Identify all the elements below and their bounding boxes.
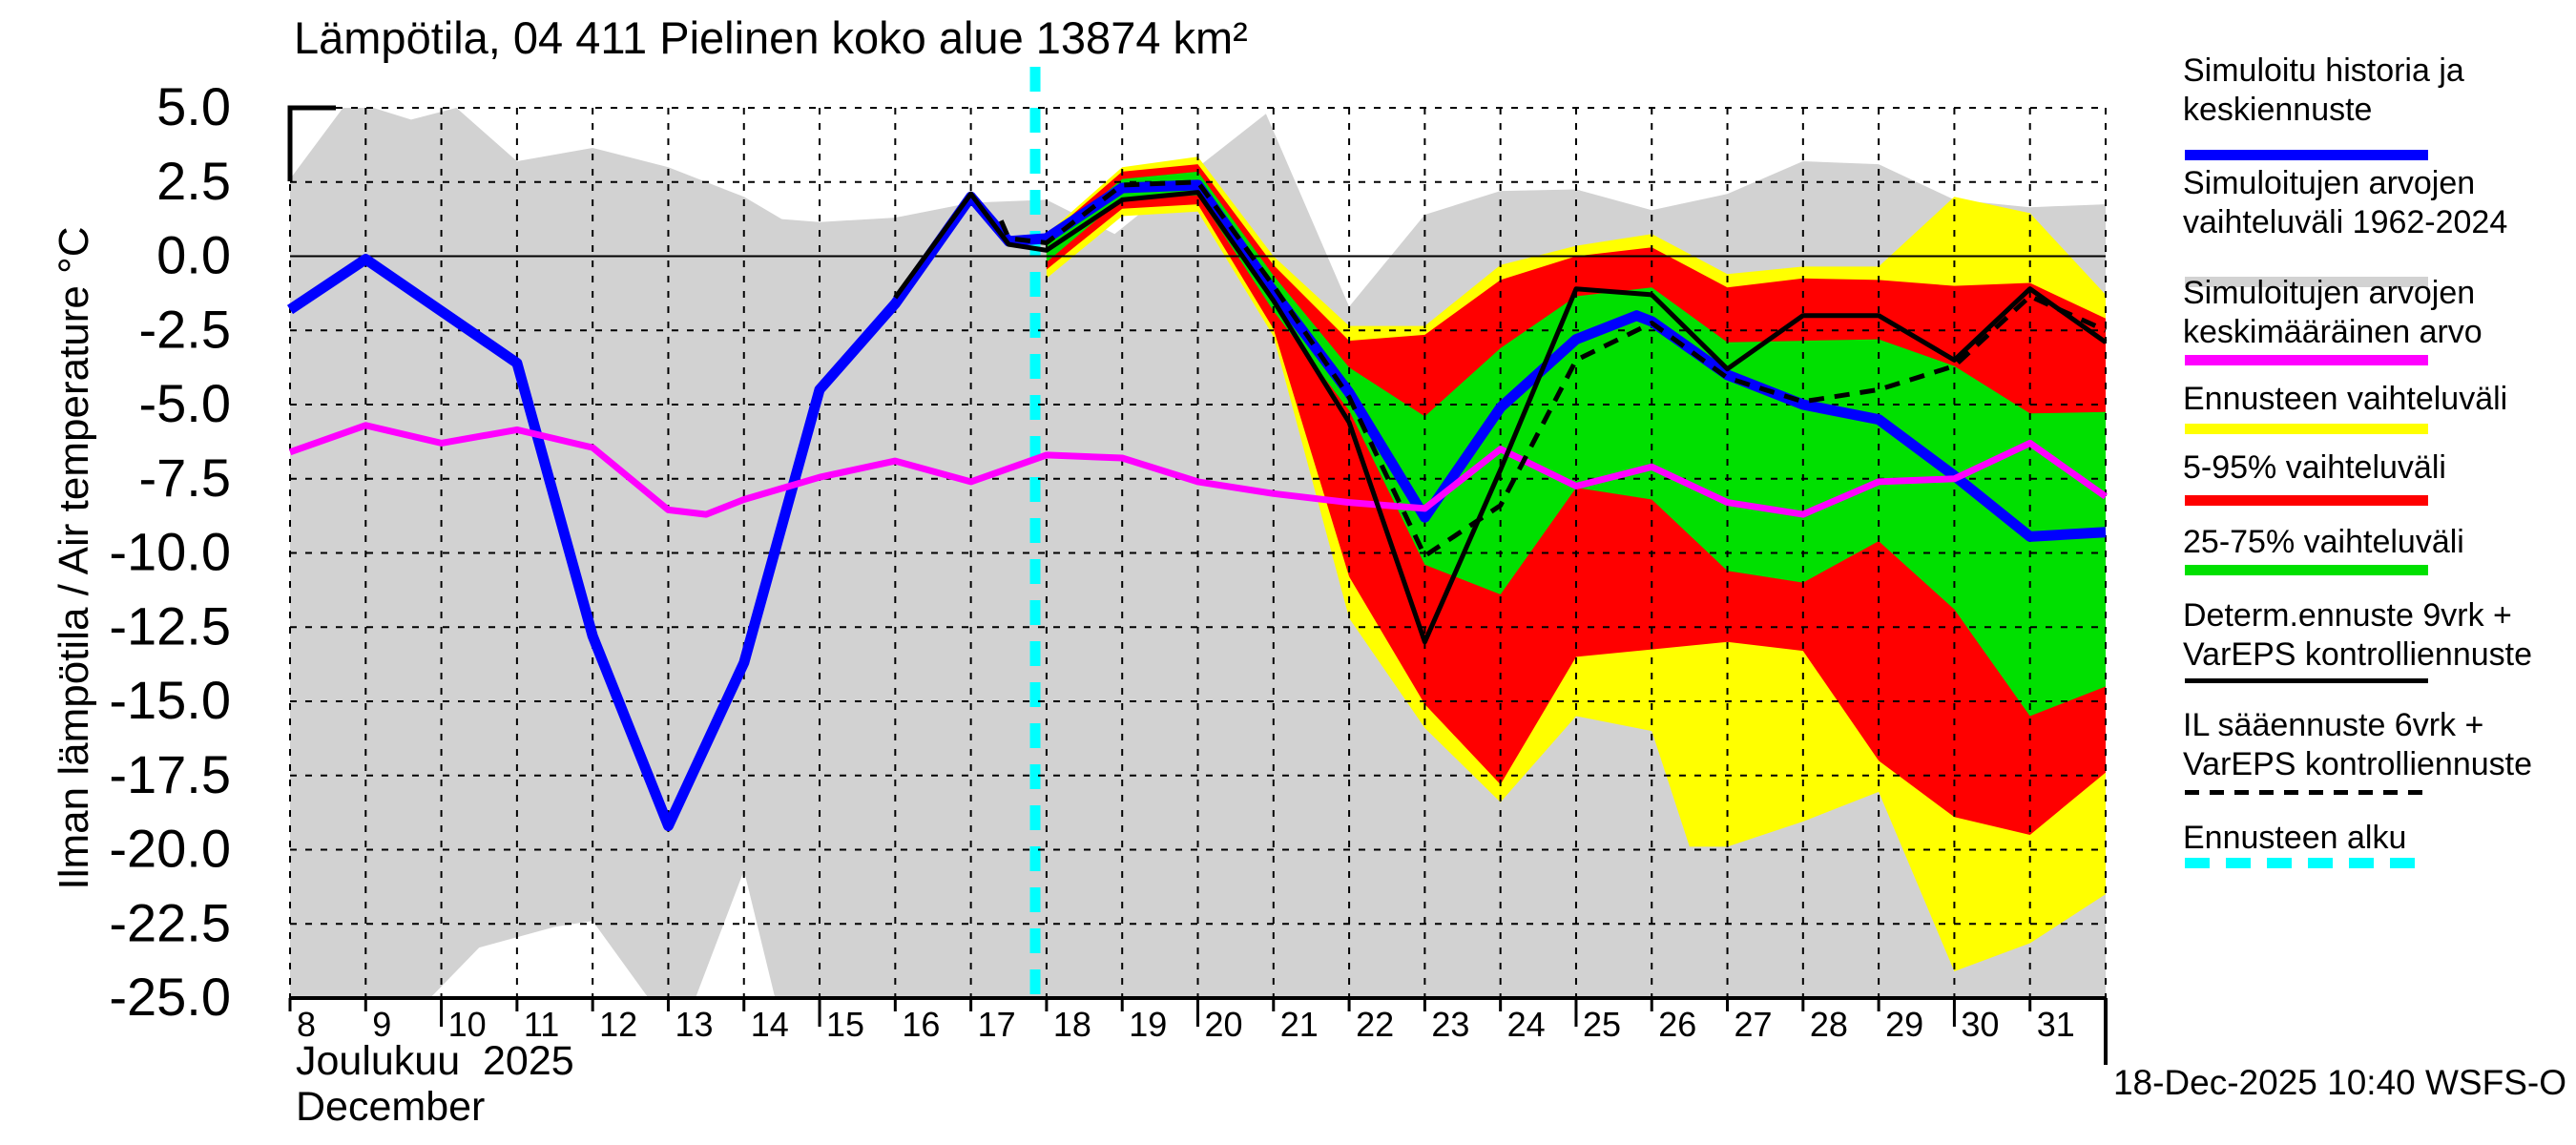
- x-tick-label-14: 14: [751, 1005, 789, 1044]
- chart-title: Lämpötila, 04 411 Pielinen koko alue 138…: [294, 12, 1248, 63]
- legend-item-5: 25-75% vaihteluväli: [2183, 523, 2576, 562]
- x-tick-label-26: 26: [1658, 1005, 1696, 1044]
- y-tick-label-0.0: 0.0: [156, 225, 231, 285]
- y-tick-label--25.0: -25.0: [109, 967, 231, 1027]
- x-tick-label-8: 8: [297, 1005, 316, 1044]
- legend-item-label: Simuloitujen arvojen keskimääräinen arvo: [2183, 275, 2483, 350]
- band-fills: [290, 67, 2106, 998]
- legend-item-1: Simuloitujen arvojen vaihteluväli 1962-20…: [2183, 164, 2576, 242]
- y-tick-label-5.0: 5.0: [156, 76, 231, 136]
- x-tick-label-31: 31: [2037, 1005, 2075, 1044]
- x-tick-label-20: 20: [1205, 1005, 1243, 1044]
- x-tick-label-16: 16: [902, 1005, 940, 1044]
- legend-item-2: Simuloitujen arvojen keskimääräinen arvo: [2183, 274, 2576, 352]
- x-tick-label-15: 15: [826, 1005, 864, 1044]
- tick-labels: 8 9 10 11 12 13 14 15 16 17 18 19 20 21 22 23 24 25 26 27 28…: [109, 76, 2074, 1044]
- legend-swatch-0: [2185, 150, 2428, 160]
- legend-item-0: Simuloitu historia ja keskiennuste: [2183, 52, 2576, 130]
- y-tick-label--20.0: -20.0: [109, 819, 231, 879]
- x-tick-label-18: 18: [1053, 1005, 1091, 1044]
- x-tick-label-10: 10: [448, 1005, 487, 1044]
- legend-item-8: Ennusteen alku: [2183, 819, 2576, 858]
- legend-item-4: 5-95% vaihteluväli: [2183, 448, 2576, 488]
- y-tick-label--7.5: -7.5: [139, 448, 232, 508]
- x-tick-label-9: 9: [372, 1005, 391, 1044]
- x-tick-label-27: 27: [1735, 1005, 1773, 1044]
- x-tick-label-30: 30: [1961, 1005, 1999, 1044]
- legend-swatch-7: [2185, 790, 2428, 795]
- x-tick-label-23: 23: [1431, 1005, 1469, 1044]
- legend-item-7: IL sääennuste 6vrk + VarEPS kontrolliennu…: [2183, 706, 2576, 784]
- axes-frame: [287, 105, 2108, 1065]
- legend-swatch-2: [2185, 355, 2428, 365]
- legend-swatch-3: [2185, 424, 2428, 434]
- x-tick-label-29: 29: [1885, 1005, 1923, 1044]
- legend-item-label: Simuloitujen arvojen vaihteluväli 1962-20…: [2183, 165, 2508, 240]
- legend-item-label: Ennusteen vaihteluväli: [2183, 381, 2508, 417]
- y-tick-label--2.5: -2.5: [139, 299, 232, 359]
- x-tick-label-28: 28: [1810, 1005, 1848, 1044]
- x-axis-month-year: Joulukuu 2025: [296, 1038, 574, 1084]
- x-tick-label-22: 22: [1356, 1005, 1394, 1044]
- y-tick-label-2.5: 2.5: [156, 151, 231, 211]
- sim-mean-line: [288, 422, 2109, 518]
- legend-swatch-6: [2185, 678, 2428, 683]
- x-tick-label-11: 11: [524, 1005, 559, 1044]
- x-tick-label-25: 25: [1583, 1005, 1621, 1044]
- legend: Simuloitu historia ja keskiennuste Simuloi…: [2183, 0, 2576, 954]
- il-forecast-line: [999, 179, 2108, 559]
- legend-item-label: 25-75% vaihteluväli: [2183, 524, 2464, 560]
- x-tick-label-12: 12: [599, 1005, 637, 1044]
- x-axis-month-english: December: [296, 1084, 486, 1130]
- y-tick-label--10.0: -10.0: [109, 522, 231, 582]
- x-tick-label-19: 19: [1129, 1005, 1167, 1044]
- legend-item-6: Determ.ennuste 9vrk + VarEPS kontrollienn…: [2183, 596, 2576, 675]
- data-series: [286, 179, 2109, 832]
- determ-forecast-line: [893, 190, 2108, 645]
- legend-swatch-8: [2185, 858, 2428, 868]
- legend-item-label: Ennusteen alku: [2183, 820, 2407, 856]
- x-tick-label-17: 17: [978, 1005, 1016, 1044]
- legend-swatch-4: [2185, 495, 2428, 506]
- y-axis-label: Ilman lämpötila / Air temperature °C: [51, 226, 97, 890]
- legend-item-3: Ennusteen vaihteluväli: [2183, 380, 2576, 419]
- y-tick-label--17.5: -17.5: [109, 744, 231, 804]
- gridlines: [289, 107, 2107, 998]
- x-tick-label-21: 21: [1280, 1005, 1319, 1044]
- y-tick-label--15.0: -15.0: [109, 670, 231, 730]
- y-tick-label--12.5: -12.5: [109, 595, 231, 656]
- top-left-axis-bracket: [287, 105, 336, 181]
- x-tick-label-24: 24: [1507, 1005, 1546, 1044]
- legend-item-label: IL sääennuste 6vrk + VarEPS kontrolliennu…: [2183, 707, 2533, 782]
- legend-swatch-5: [2185, 565, 2428, 575]
- legend-item-label: Determ.ennuste 9vrk + VarEPS kontrollienn…: [2183, 597, 2533, 673]
- plot-timestamp: 18-Dec-2025 10:40 WSFS-O: [2112, 1063, 2566, 1102]
- y-tick-label--22.5: -22.5: [109, 892, 231, 952]
- legend-item-label: Simuloitu historia ja keskiennuste: [2183, 52, 2464, 128]
- x-tick-label-13: 13: [675, 1005, 713, 1044]
- legend-item-label: 5-95% vaihteluväli: [2183, 449, 2446, 486]
- legend-swatch-1: [2185, 277, 2428, 287]
- y-tick-label--5.0: -5.0: [139, 373, 232, 433]
